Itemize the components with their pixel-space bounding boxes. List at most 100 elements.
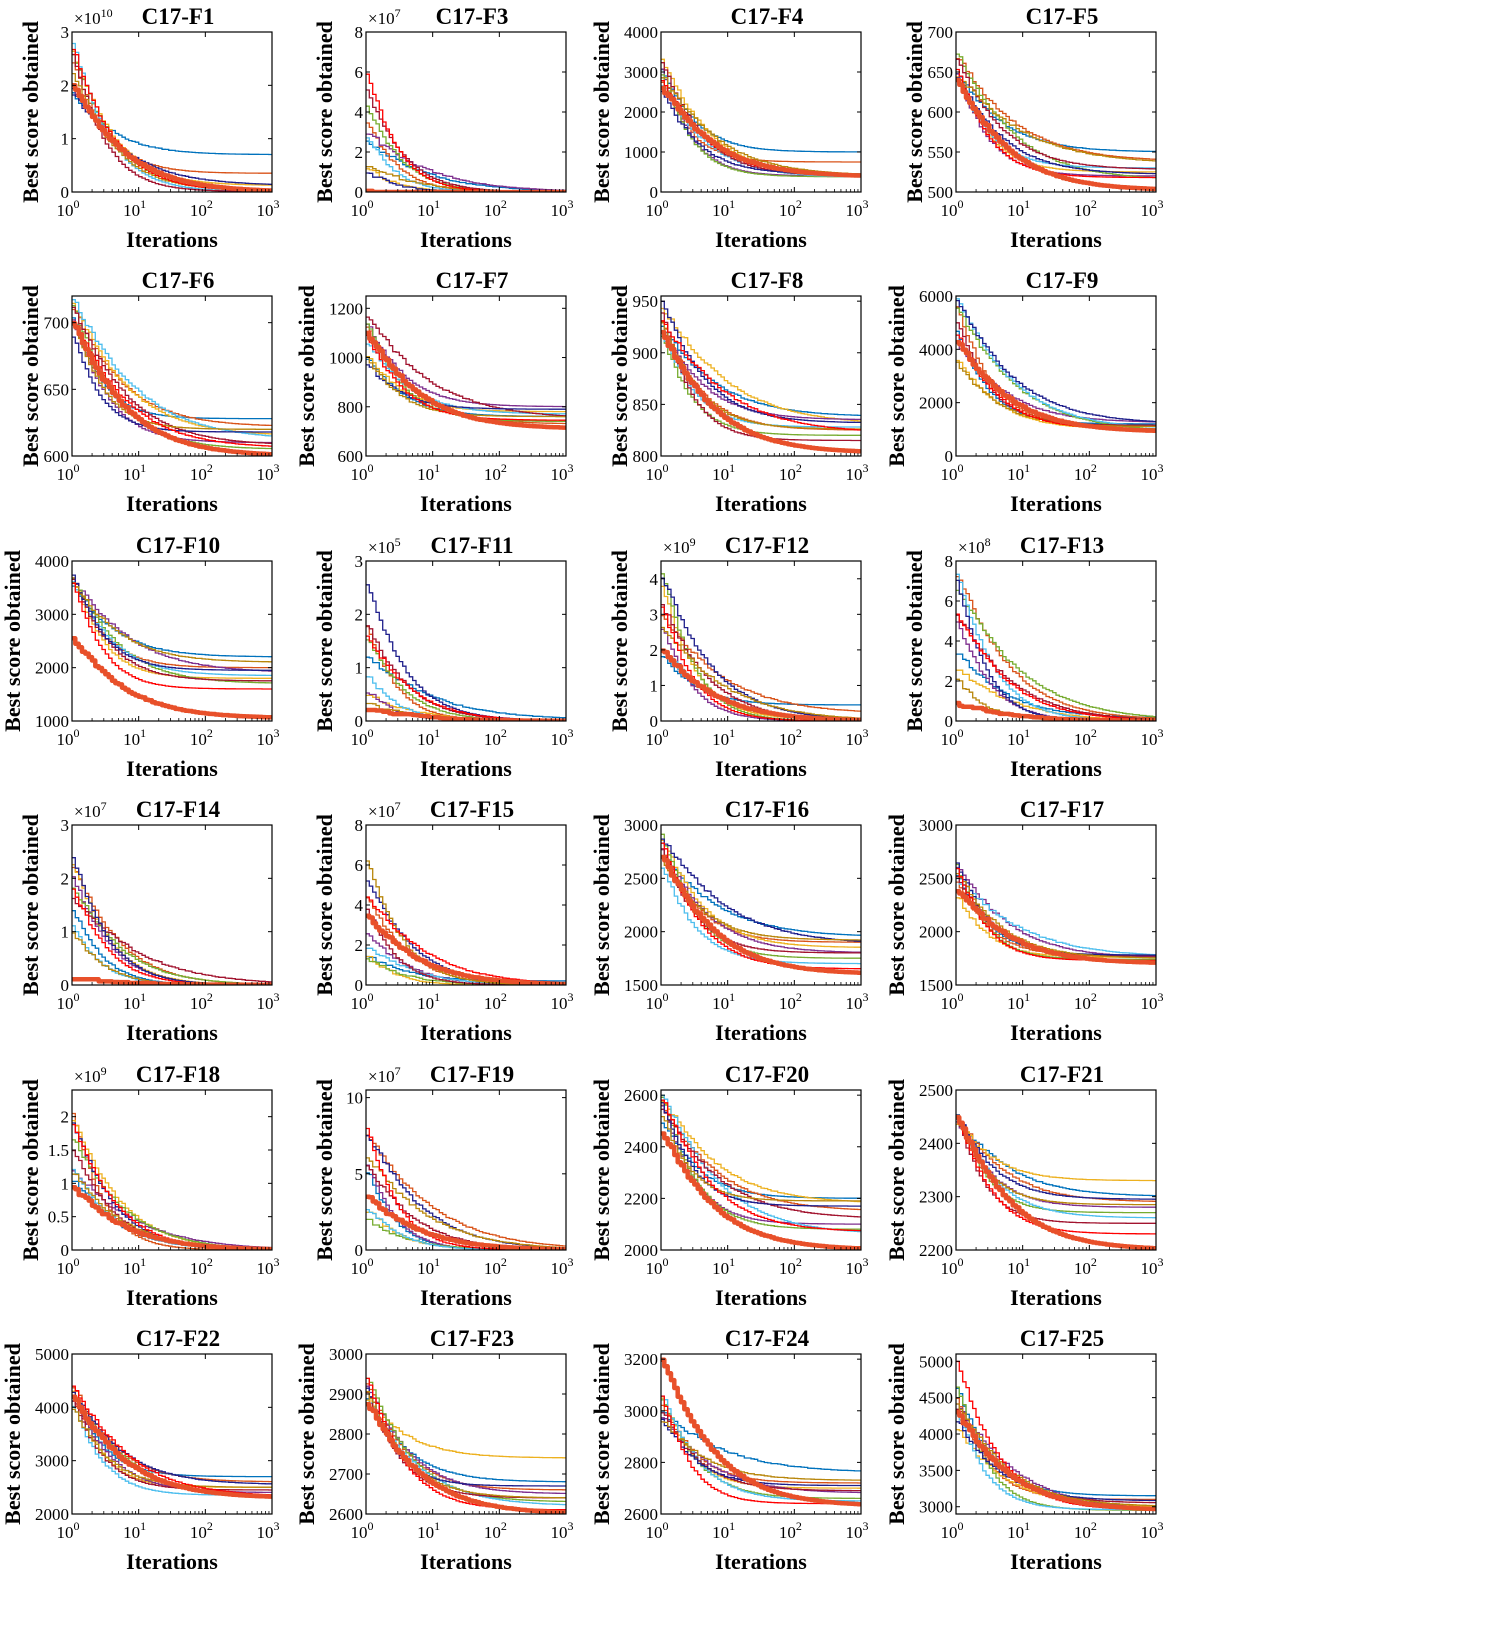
subplot-title: C17-F13 (1020, 533, 1104, 558)
series-line (366, 316, 566, 417)
y-tick-label: 1000 (329, 349, 363, 368)
series-line (956, 1403, 1156, 1507)
y-axis-label: Best score obtained (607, 285, 632, 467)
x-tick-label: 102 (1074, 1255, 1097, 1278)
x-tick-label: 101 (123, 1519, 146, 1542)
y-tick-label: 2 (61, 869, 70, 888)
x-tick-label: 102 (1074, 461, 1097, 484)
y-tick-label: 2600 (624, 1505, 658, 1524)
y-tick-label: 2 (355, 936, 364, 955)
x-tick-label: 101 (1007, 726, 1030, 749)
y-tick-label: 850 (633, 395, 659, 414)
series-line (661, 867, 861, 965)
series-line (661, 1101, 861, 1203)
x-tick-label: 101 (712, 461, 735, 484)
x-tick-label: 102 (190, 726, 213, 749)
axes-box (955, 1089, 1157, 1251)
highlight-series-line (956, 339, 1156, 433)
x-tick-label: 103 (1141, 1519, 1164, 1542)
y-tick-label: 650 (928, 63, 954, 82)
highlight-series-line (661, 1131, 861, 1250)
series-line (956, 1116, 1156, 1202)
subplot-c17-f18: C17-F18 ×109 Best score obtained Iterations… (18, 1062, 280, 1310)
x-tick-label: 100 (646, 1519, 669, 1542)
y-axis-label: Best score obtained (18, 814, 43, 996)
highlight-series-line (72, 1394, 272, 1499)
series-line (956, 53, 1156, 179)
x-tick-label: 103 (257, 990, 280, 1013)
subplot-title: C17-F8 (731, 268, 804, 293)
y-tick-label: 1 (61, 923, 70, 942)
x-tick-label: 102 (484, 197, 507, 220)
series-line (72, 578, 272, 682)
x-tick-label: 103 (846, 990, 869, 1013)
y-tick-label: 4000 (624, 23, 658, 42)
y-tick-label: 3000 (624, 816, 658, 835)
x-axis-label: Iterations (1010, 227, 1102, 252)
axes-box (955, 560, 1157, 722)
x-tick-label: 100 (351, 197, 374, 220)
axes-box (365, 1089, 567, 1251)
x-tick-label: 103 (551, 726, 574, 749)
series-line (366, 105, 566, 192)
highlight-series-line (661, 85, 861, 178)
highlight-series-line (956, 77, 1156, 192)
y-axis-label: Best score obtained (884, 1079, 909, 1261)
y-tick-label: 5000 (919, 1352, 953, 1371)
y-tick-label: 2000 (919, 923, 953, 942)
series-line (366, 323, 566, 408)
y-axis-label: Best score obtained (18, 21, 43, 203)
series-line (661, 312, 861, 442)
x-tick-label: 100 (57, 1255, 80, 1278)
y-tick-label: 3000 (624, 63, 658, 82)
axes-box (660, 560, 862, 722)
x-tick-label: 101 (1007, 197, 1030, 220)
series-line (956, 613, 1156, 721)
x-tick-label: 101 (1007, 1255, 1030, 1278)
x-axis-label: Iterations (420, 491, 512, 516)
subplot-title: C17-F15 (430, 797, 514, 822)
x-tick-label: 100 (351, 726, 374, 749)
series-line (661, 626, 861, 719)
x-tick-label: 103 (257, 197, 280, 220)
x-axis-label: Iterations (715, 756, 807, 781)
x-tick-label: 102 (1074, 726, 1097, 749)
y-tick-label: 1.5 (48, 1141, 69, 1160)
series-line (956, 298, 1156, 428)
y-tick-label: 2400 (919, 1134, 953, 1153)
y-tick-label: 4000 (35, 552, 69, 571)
x-tick-label: 100 (57, 1519, 80, 1542)
y-multiplier: ×107 (368, 1064, 401, 1086)
highlight-series-line (661, 648, 861, 721)
x-tick-label: 103 (1141, 990, 1164, 1013)
y-tick-label: 600 (44, 447, 70, 466)
subplot-c17-f1: C17-F1 ×1010 Best score obtained Iterations… (18, 4, 280, 252)
subplot-title: C17-F21 (1020, 1062, 1104, 1087)
y-axis-label: Best score obtained (884, 285, 909, 467)
y-tick-label: 0 (355, 1241, 364, 1260)
subplot-c17-f23: C17-F23 Best score obtained Iterations 2600… (294, 1326, 574, 1574)
series-line (956, 1123, 1156, 1182)
series-line (72, 87, 272, 191)
y-axis-label: Best score obtained (0, 1343, 25, 1525)
axes-box (71, 295, 273, 457)
x-axis-label: Iterations (715, 1285, 807, 1310)
subplot-title: C17-F20 (725, 1062, 809, 1087)
x-tick-label: 103 (1141, 197, 1164, 220)
highlight-series-line (661, 1357, 861, 1507)
y-axis-label: Best score obtained (589, 814, 614, 996)
x-tick-label: 100 (57, 726, 80, 749)
highlight-series-line (366, 330, 566, 430)
subplot-c17-f12: C17-F12 ×109 Best score obtained Iterations… (607, 533, 869, 781)
y-tick-label: 1500 (919, 976, 953, 995)
subplot-title: C17-F5 (1026, 4, 1099, 29)
x-tick-label: 101 (417, 1519, 440, 1542)
x-axis-label: Iterations (1010, 756, 1102, 781)
x-tick-label: 101 (712, 990, 735, 1013)
y-tick-label: 10 (346, 1089, 363, 1108)
y-tick-label: 3000 (35, 605, 69, 624)
subplot-title: C17-F6 (142, 268, 215, 293)
highlight-series-line (661, 854, 861, 975)
x-axis-label: Iterations (1010, 1285, 1102, 1310)
